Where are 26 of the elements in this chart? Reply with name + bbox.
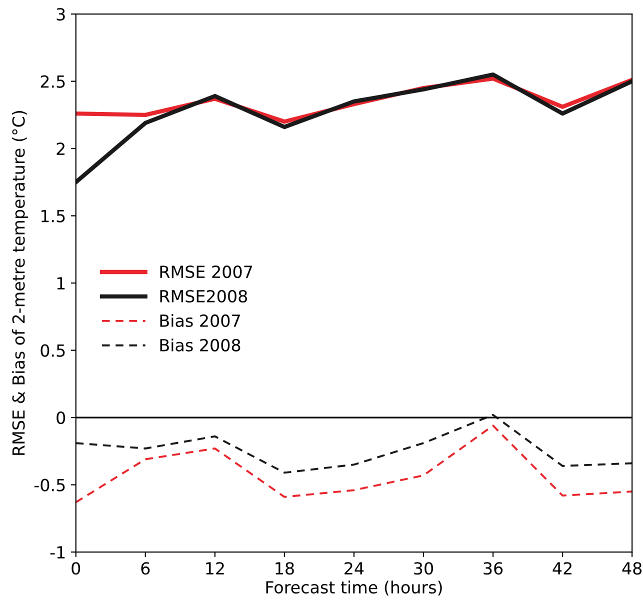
- y-tick-label: -0.5: [34, 478, 65, 492]
- x-tick-label: 6: [141, 562, 150, 575]
- line-series: [76, 424, 632, 504]
- y-tick-label: 0: [56, 412, 66, 424]
- x-tick-label: 48: [622, 562, 642, 575]
- x-tick-label: 24: [344, 562, 364, 574]
- y-tick-label: -1: [50, 546, 65, 558]
- legend-label: Bias 2007: [160, 314, 240, 328]
- y-axis-title: RMSE & Bias of 2-metre temperature (°C): [12, 110, 28, 455]
- y-tick-label: 3: [56, 8, 65, 21]
- x-tick-label: 30: [414, 562, 433, 575]
- x-tick-label: 36: [484, 562, 503, 575]
- line-series: [76, 72, 632, 184]
- y-tick-label: 1.5: [41, 210, 65, 222]
- y-tick-label: 1: [57, 277, 65, 290]
- y-tick-label: 0.5: [40, 344, 65, 357]
- legend-label: Bias 2008: [160, 338, 240, 352]
- x-axis-title: Forecast time (hours): [266, 580, 442, 596]
- y-tick-label: 2.5: [40, 75, 65, 88]
- legend-label: RMSE2008: [160, 290, 248, 303]
- x-tick-label: 12: [206, 562, 224, 574]
- y-tick-label: 2: [56, 142, 64, 155]
- x-tick-label: 18: [276, 562, 294, 575]
- legend-label: RMSE 2007: [160, 265, 252, 278]
- x-tick-label: 0: [72, 562, 80, 575]
- x-tick-label: 42: [552, 562, 572, 574]
